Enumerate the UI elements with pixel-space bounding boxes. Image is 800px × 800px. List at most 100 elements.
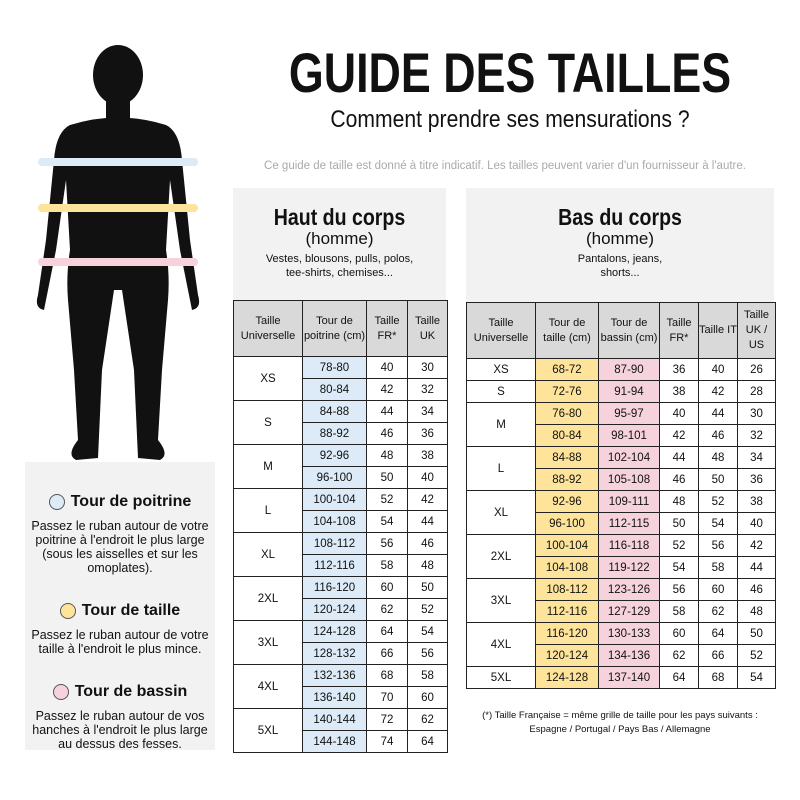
legend-text: Passez le ruban autour de votre taille à… [31, 628, 209, 656]
size-cell: M [466, 402, 536, 447]
value-cell: 54 [659, 556, 699, 579]
value-cell: 42 [366, 378, 408, 401]
table-row: S 72-76 91-94 38 42 28 [466, 380, 776, 403]
value-cell: 26 [737, 358, 776, 381]
value-cell: 72-76 [535, 380, 599, 403]
value-cell: 116-120 [302, 576, 367, 599]
bottom-title: Bas du corps [558, 204, 682, 230]
value-cell: 52 [366, 488, 408, 511]
value-cell: 56 [366, 532, 408, 555]
value-cell: 30 [737, 402, 776, 425]
value-cell: 40 [366, 356, 408, 379]
value-cell: 128-132 [302, 642, 367, 665]
size-cell: M [233, 444, 303, 489]
value-cell: 40 [659, 402, 699, 425]
value-cell: 91-94 [598, 380, 660, 403]
value-cell: 38 [407, 444, 448, 467]
color-dot-icon [52, 684, 69, 700]
table-row: S 84-88 44 34 [233, 400, 448, 445]
value-cell: 54 [407, 620, 448, 643]
value-cell: 92-96 [535, 490, 599, 513]
column-header: Tour de poitrine (cm) [302, 300, 367, 357]
value-cell: 116-120 [535, 622, 599, 645]
top-section-header: Haut du corps (homme) Vestes, blousons, … [233, 188, 446, 300]
value-cell: 50 [698, 468, 738, 491]
value-cell: 42 [407, 488, 448, 511]
value-cell: 60 [407, 686, 448, 709]
size-cell: XL [233, 532, 303, 577]
table-row: 104-108 54 44 [234, 510, 448, 533]
value-cell: 100-104 [535, 534, 599, 557]
value-cell: 58 [366, 554, 408, 577]
waist-band [38, 204, 198, 212]
value-cell: 78-80 [302, 356, 367, 379]
table-row: 4XL 132-136 68 58 [233, 664, 448, 709]
value-cell: 60 [698, 578, 738, 601]
value-cell: 137-140 [598, 666, 660, 689]
value-cell: 44 [366, 400, 408, 423]
table-row: 112-116 58 48 [234, 554, 448, 577]
value-cell: 88-92 [535, 468, 599, 491]
table-row: XL 92-96 109-111 48 52 38 [466, 490, 776, 535]
table-row: M 92-96 48 38 [233, 444, 448, 489]
size-cell: 3XL [466, 578, 536, 623]
column-header: Taille FR* [366, 300, 408, 357]
value-cell: 108-112 [535, 578, 599, 601]
bottom-gender: (homme) [585, 229, 654, 248]
value-cell: 124-128 [535, 666, 599, 689]
value-cell: 74 [366, 730, 408, 753]
value-cell: 36 [737, 468, 776, 491]
value-cell: 136-140 [302, 686, 367, 709]
size-cell: 5XL [233, 708, 303, 753]
value-cell: 96-100 [302, 466, 367, 489]
table-row: 120-124 134-136 62 66 52 [467, 644, 776, 667]
size-cell: S [233, 400, 303, 445]
legend-title: Tour de bassin [74, 683, 188, 700]
table-row: 128-132 66 56 [234, 642, 448, 665]
body-silhouette [36, 45, 200, 460]
value-cell: 64 [659, 666, 699, 689]
value-cell: 28 [737, 380, 776, 403]
size-cell: XS [466, 358, 536, 381]
legend-item: Tour de poitrine Passez le ruban autour d… [25, 492, 215, 575]
value-cell: 50 [366, 466, 408, 489]
legend-text: Passez le ruban autour de vos hanches à … [32, 709, 208, 751]
value-cell: 52 [737, 644, 776, 667]
value-cell: 60 [659, 622, 699, 645]
value-cell: 54 [737, 666, 776, 689]
value-cell: 56 [407, 642, 448, 665]
value-cell: 58 [659, 600, 699, 623]
value-cell: 62 [698, 600, 738, 623]
table-row: 80-84 98-101 42 46 32 [467, 424, 776, 447]
value-cell: 54 [366, 510, 408, 533]
disclaimer: Ce guide de taille est donné à titre ind… [264, 160, 746, 172]
size-cell: 4XL [233, 664, 303, 709]
value-cell: 48 [366, 444, 408, 467]
value-cell: 44 [659, 446, 699, 469]
header-row: Taille Universelle Tour de poitrine (cm) T… [233, 300, 448, 357]
table-row: XS 68-72 87-90 36 40 26 [466, 358, 776, 381]
table-row: L 84-88 102-104 44 48 34 [466, 446, 776, 491]
value-cell: 44 [737, 556, 776, 579]
table-row: 120-124 62 52 [234, 598, 448, 621]
value-cell: 124-128 [302, 620, 367, 643]
value-cell: 34 [407, 400, 448, 423]
value-cell: 96-100 [535, 512, 599, 535]
value-cell: 60 [366, 576, 408, 599]
table-row: 5XL 124-128 137-140 64 68 54 [466, 666, 776, 689]
value-cell: 38 [659, 380, 699, 403]
column-header: Taille UK / US [737, 302, 776, 359]
value-cell: 62 [659, 644, 699, 667]
value-cell: 68-72 [535, 358, 599, 381]
value-cell: 32 [737, 424, 776, 447]
column-header: Taille IT [698, 302, 738, 359]
value-cell: 72 [366, 708, 408, 731]
value-cell: 58 [698, 556, 738, 579]
value-cell: 50 [407, 576, 448, 599]
column-header: Tour de taille (cm) [535, 302, 599, 359]
table-row: 112-116 127-129 58 62 48 [467, 600, 776, 623]
value-cell: 66 [698, 644, 738, 667]
header-row: Taille Universelle Tour de taille (cm) Tou… [466, 302, 776, 359]
column-header: Tour de bassin (cm) [598, 302, 660, 359]
value-cell: 40 [407, 466, 448, 489]
